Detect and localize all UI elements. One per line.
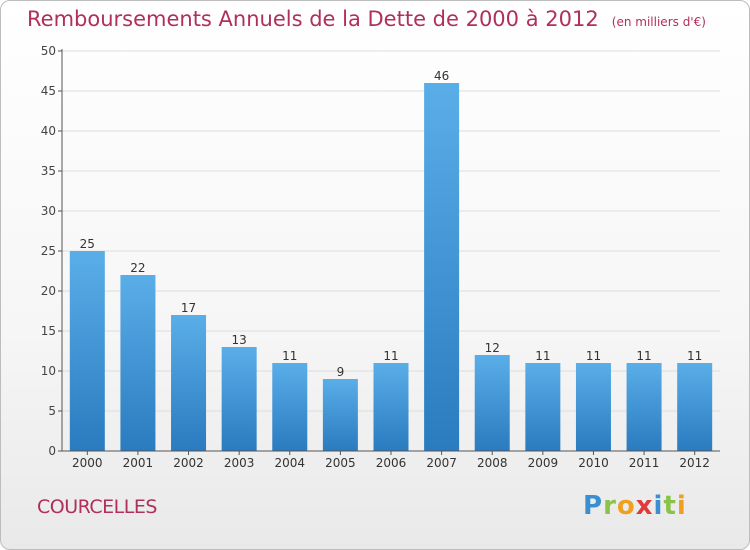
data-label: 11 [636, 349, 651, 363]
x-tick-label: 2006 [376, 456, 407, 470]
logo-letter: P [583, 491, 604, 521]
y-tick-label: 0 [48, 444, 56, 458]
axes: 0 5 10 15 20 25 30 35 40 45 50 2000 2001 2002 2003 2004… [41, 44, 720, 470]
y-tick-label: 45 [41, 84, 56, 98]
data-label: 46 [434, 69, 449, 83]
bar [677, 363, 713, 451]
bar [424, 83, 460, 451]
y-tick-label: 40 [41, 124, 56, 138]
y-tick-label: 30 [41, 204, 56, 218]
data-label: 11 [687, 349, 702, 363]
x-tick-label: 2001 [123, 456, 154, 470]
data-label: 11 [586, 349, 601, 363]
bar [322, 379, 358, 451]
y-tick-label: 50 [41, 44, 56, 58]
data-label: 13 [232, 333, 247, 347]
data-label: 11 [383, 349, 398, 363]
commune-name: COURCELLES [37, 496, 157, 518]
x-tick-label: 2005 [325, 456, 356, 470]
bar [69, 251, 105, 451]
logo-letter: t [663, 491, 677, 521]
bar [373, 363, 409, 451]
data-label: 22 [130, 261, 145, 275]
data-label: 17 [181, 301, 196, 315]
y-tick-label: 25 [41, 244, 56, 258]
bar [171, 315, 207, 451]
x-tick-label: 2012 [679, 456, 710, 470]
x-tick-label: 2009 [528, 456, 559, 470]
y-tick-label: 5 [48, 404, 56, 418]
data-label: 9 [337, 365, 345, 379]
bar [525, 363, 561, 451]
bar [575, 363, 611, 451]
x-tick-label: 2008 [477, 456, 508, 470]
data-label: 25 [80, 237, 95, 251]
logo-letter: r [603, 491, 617, 521]
bar [221, 347, 257, 451]
proxiti-logo: Proxiti [583, 491, 687, 521]
x-tick-label: 2003 [224, 456, 255, 470]
bar [474, 355, 510, 451]
bar [120, 275, 156, 451]
y-tick-label: 10 [41, 364, 56, 378]
title-row: Remboursements Annuels de la Dette de 20… [27, 7, 706, 31]
bars: 25 22 17 13 11 9 11 46 12 11 11 11 11 [69, 69, 713, 451]
chart-title: Remboursements Annuels de la Dette de 20… [27, 7, 599, 31]
x-tick-label: 2004 [274, 456, 305, 470]
y-tick-label: 15 [41, 324, 56, 338]
x-tick-label: 2002 [173, 456, 204, 470]
y-tick-label: 35 [41, 164, 56, 178]
x-tick-label: 2007 [426, 456, 457, 470]
data-label: 11 [535, 349, 550, 363]
x-tick-label: 2010 [578, 456, 609, 470]
logo-letter: x [635, 491, 654, 521]
x-tick-label: 2000 [72, 456, 103, 470]
y-tick-label: 20 [41, 284, 56, 298]
data-label: 11 [282, 349, 297, 363]
bar [272, 363, 308, 451]
logo-letter: i [676, 491, 687, 521]
chart-subtitle: (en milliers d'€) [611, 15, 706, 29]
x-tick-label: 2011 [629, 456, 660, 470]
bar [626, 363, 662, 451]
logo-letter: i [653, 491, 664, 521]
data-label: 12 [485, 341, 500, 355]
logo-letter: o [616, 491, 636, 521]
